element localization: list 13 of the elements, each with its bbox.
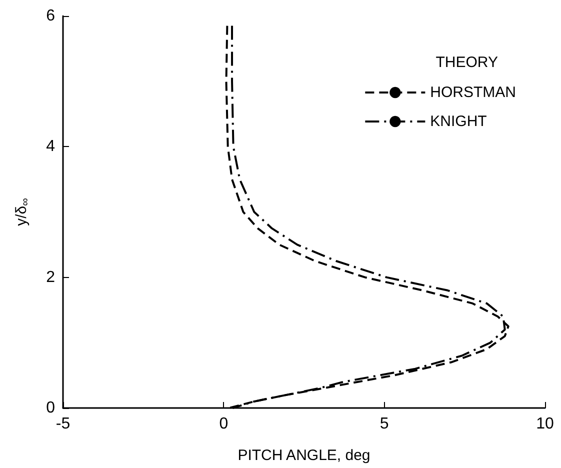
- y-tick-label: 2: [46, 268, 56, 286]
- y-tick-label: 0: [46, 400, 56, 416]
- x-tick-label: 10: [536, 416, 554, 432]
- x-axis-title: PITCH ANGLE, deg: [238, 447, 370, 464]
- y-tick-label: 4: [46, 138, 56, 156]
- legend-title: THEORY: [436, 54, 498, 71]
- legend-label: KNIGHT: [430, 113, 487, 130]
- x-tick-label: 5: [380, 416, 389, 432]
- legend-label: HORSTMAN: [430, 84, 516, 101]
- y-axis-title: y/δ∞: [13, 198, 32, 226]
- x-tick-label: 0: [219, 416, 228, 432]
- y-tick-label: 6: [46, 8, 56, 24]
- x-tick-label: -5: [56, 416, 70, 432]
